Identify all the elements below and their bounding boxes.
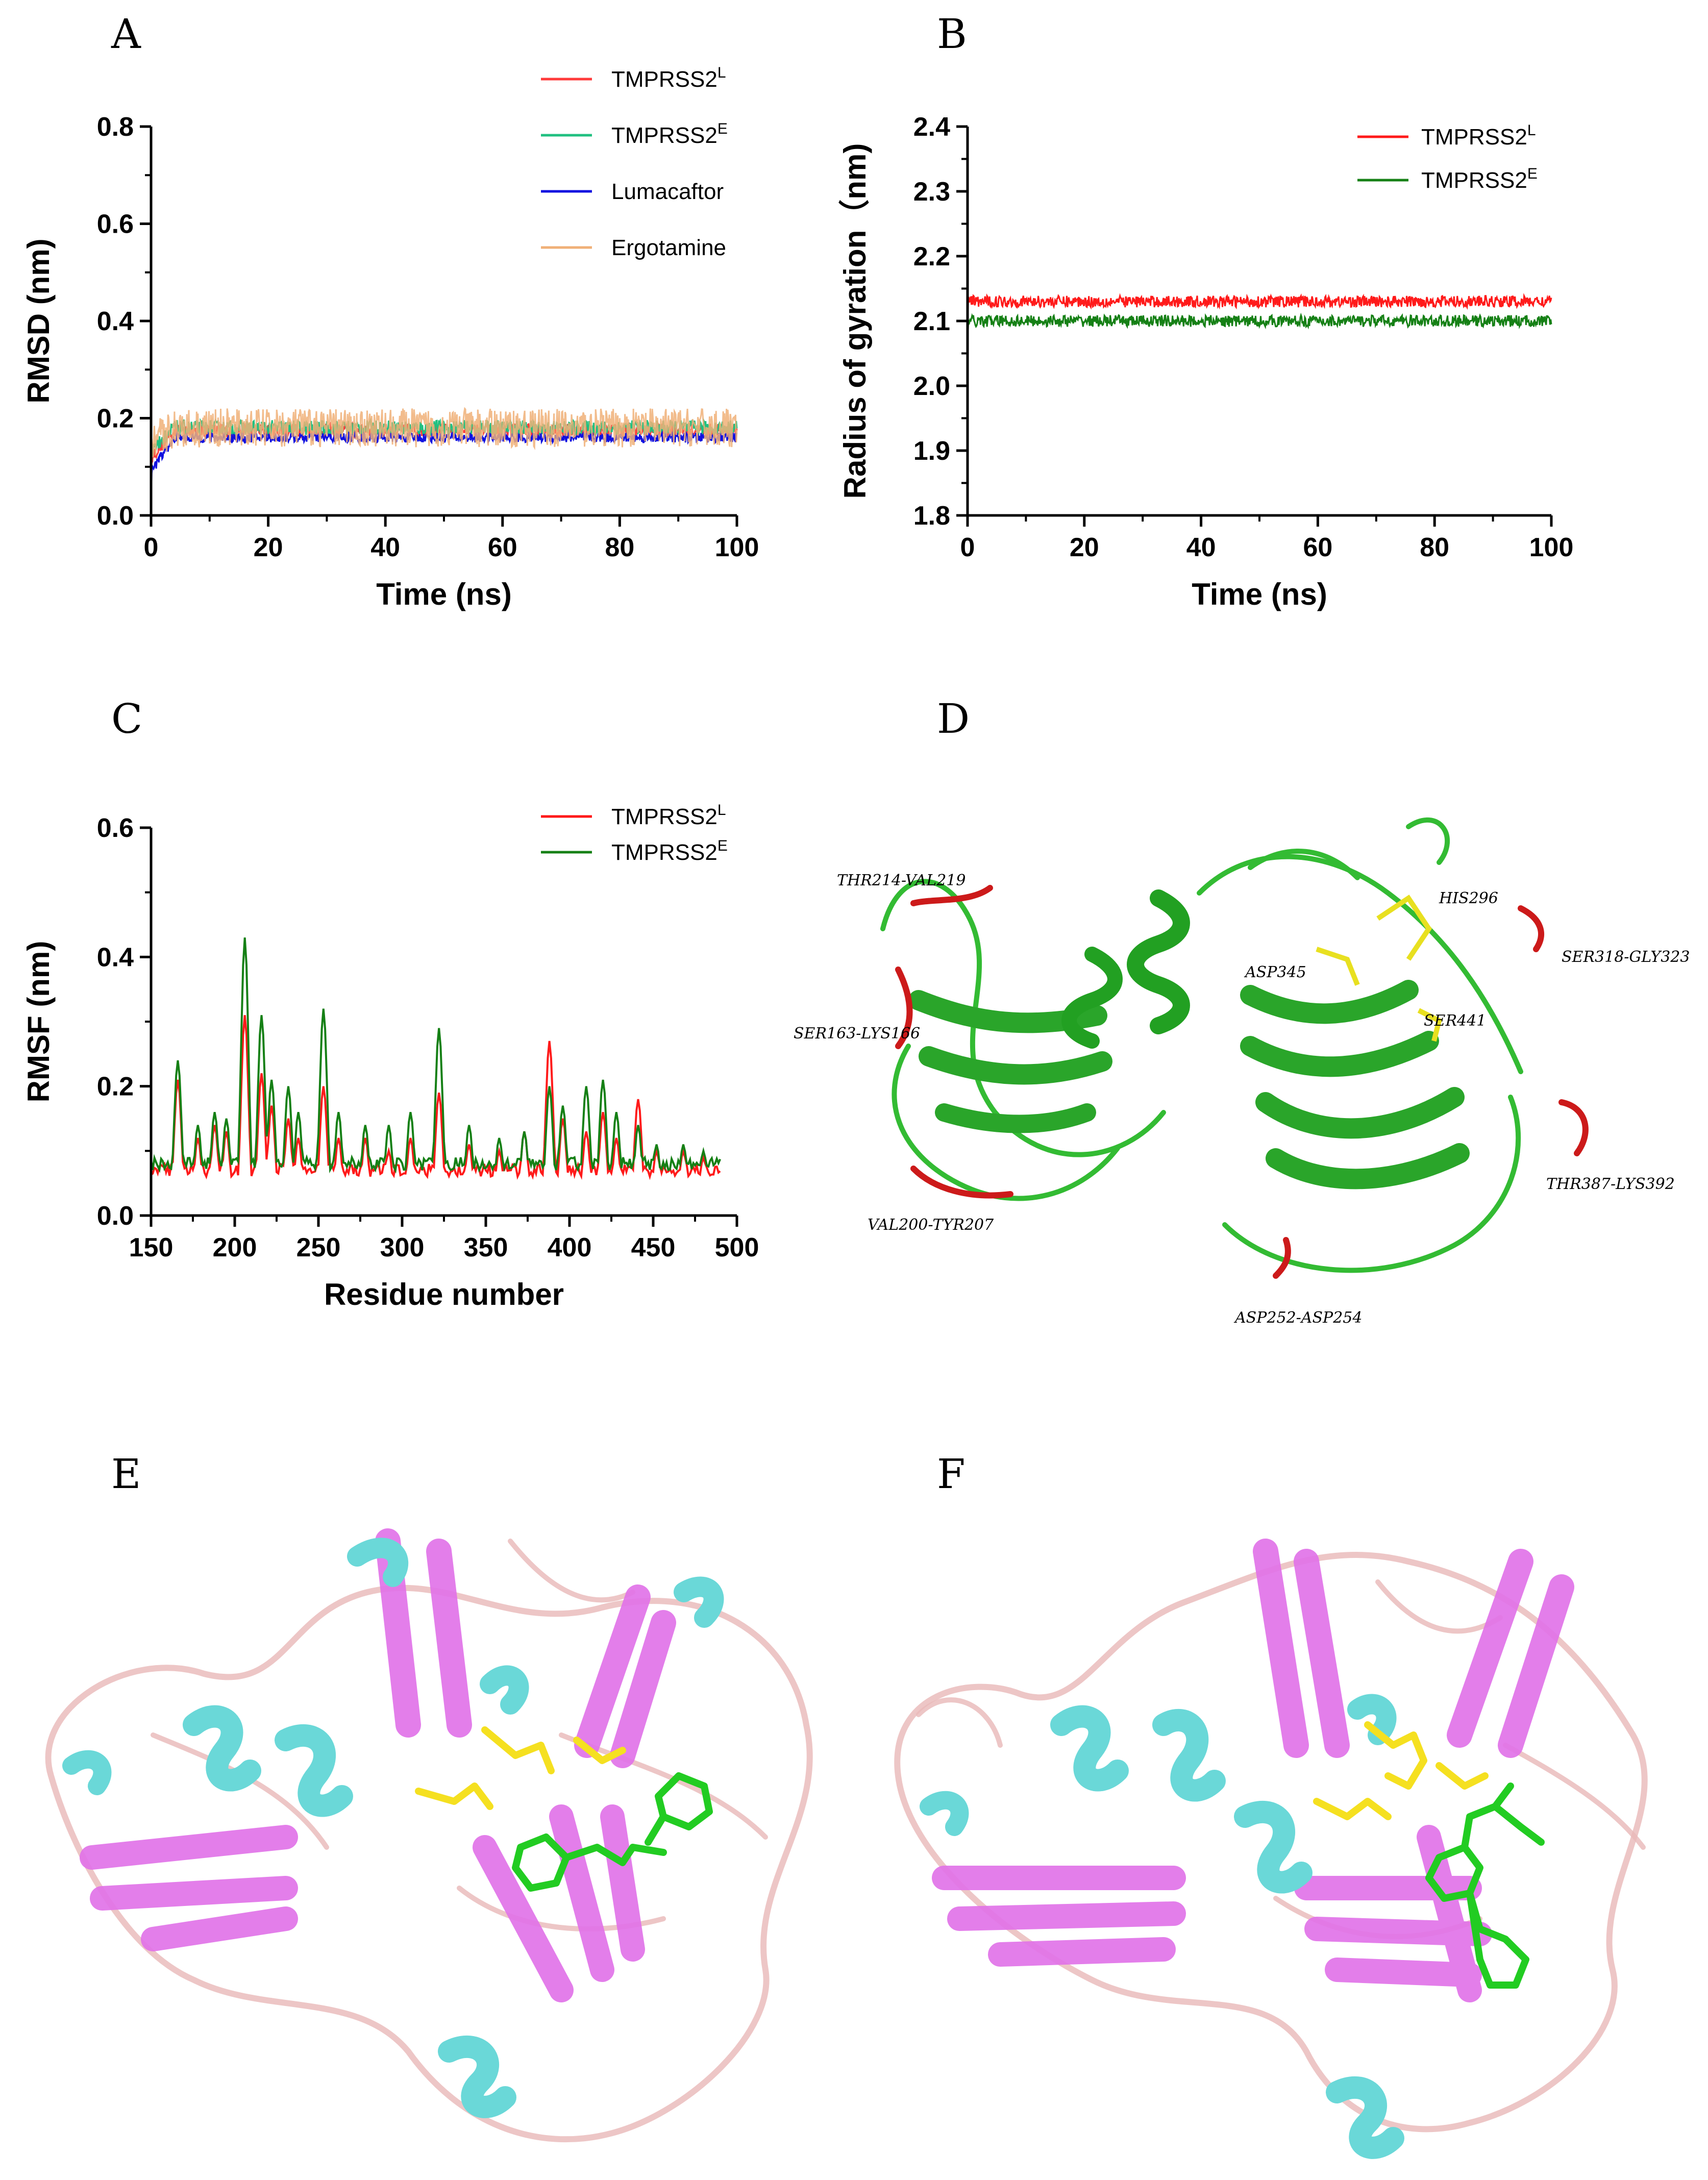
y-tick-label-a-0: 0.0	[97, 501, 134, 531]
y-tick-label-a-1: 0.2	[97, 404, 134, 434]
y-tick-label-b-5: 2.3	[913, 177, 950, 207]
x-tick-label-a-5: 100	[715, 533, 759, 562]
panel-label-d: D	[937, 695, 970, 742]
panel-label-c: C	[111, 695, 143, 742]
series-line-c-0	[150, 1015, 721, 1180]
y-tick-label-c-3: 0.6	[97, 813, 134, 843]
x-tick-label-c-4: 350	[464, 1233, 508, 1262]
x-tick-label-b-2: 40	[1186, 533, 1216, 562]
x-tick-label-a-2: 40	[370, 533, 400, 562]
chart-c-rmsf: TMPRSS2L TMPRSS2E 150 200 250 300 350 400 450 500…	[21, 802, 759, 1311]
annotation-ser441: SER441	[1424, 1012, 1486, 1030]
legend-label-c-0: TMPRSS2L	[611, 802, 726, 829]
x-tick-label-c-2: 250	[296, 1233, 341, 1262]
y-axis-label-a: RMSD (nm)	[21, 238, 56, 403]
chart-a-rmsd: TMPRSS2L TMPRSS2E Lumacaftor Ergotamine 0 20 4…	[21, 64, 759, 611]
annotation-ser163-lys166: SER163-LYS166	[794, 1025, 920, 1043]
legend-label-a-0: TMPRSS2L	[611, 64, 726, 92]
legend-label-a-1: TMPRSS2E	[611, 120, 728, 148]
chart-b-radius-of-gyration: TMPRSS2L TMPRSS2E 0 20 40 60 80 100 1.8 1.9 2.0 2.1…	[838, 112, 1573, 611]
x-axis-label-b: Time (ns)	[1192, 577, 1327, 611]
x-tick-label-c-0: 150	[129, 1233, 174, 1262]
x-tick-label-a-0: 0	[144, 533, 159, 562]
annotation-thr387-lys392: THR387-LYS392	[1546, 1175, 1675, 1193]
legend-label-b-0: TMPRSS2L	[1421, 122, 1536, 150]
series-line-c-1	[150, 937, 722, 1174]
x-tick-label-c-3: 300	[380, 1233, 425, 1262]
y-tick-label-b-4: 2.2	[913, 242, 950, 271]
annotation-asp252-asp254: ASP252-ASP254	[1233, 1309, 1362, 1327]
y-tick-label-a-4: 0.8	[97, 112, 134, 142]
y-tick-label-c-1: 0.2	[97, 1072, 134, 1102]
series-line-b-0	[967, 293, 1552, 347]
legend-label-b-1: TMPRSS2E	[1421, 165, 1538, 193]
y-tick-label-b-3: 2.1	[913, 307, 950, 336]
y-tick-label-a-2: 0.4	[97, 307, 134, 336]
x-tick-label-b-3: 60	[1303, 533, 1332, 562]
y-tick-label-b-0: 1.8	[913, 501, 950, 531]
panel-label-e: E	[111, 1450, 141, 1498]
x-tick-label-a-1: 20	[254, 533, 283, 562]
x-axis-label-c: Residue number	[324, 1277, 564, 1311]
structure-e-complex	[45, 1528, 813, 2143]
y-axis-label-c: RMSF (nm)	[21, 941, 56, 1103]
y-tick-label-b-2: 2.0	[913, 371, 950, 401]
annotation-ser318-gly323: SER318-GLY323	[1562, 948, 1690, 966]
y-tick-label-c-2: 0.4	[97, 943, 134, 972]
y-tick-label-b-1: 1.9	[913, 436, 950, 466]
x-tick-label-c-7: 500	[715, 1233, 759, 1262]
x-tick-label-c-6: 450	[631, 1233, 676, 1262]
legend-label-a-2: Lumacaftor	[611, 179, 724, 204]
y-tick-label-c-0: 0.0	[97, 1201, 134, 1231]
legend-label-c-1: TMPRSS2E	[611, 837, 728, 865]
x-tick-label-b-5: 100	[1529, 533, 1574, 562]
x-tick-label-a-3: 60	[488, 533, 517, 562]
annotation-his296: HIS296	[1439, 889, 1498, 907]
panel-label-b: B	[937, 10, 967, 58]
x-tick-label-b-0: 0	[960, 533, 975, 562]
structure-d-green-cartoon: THR214-VAL219 HIS296 ASP345 SER318-GLY32…	[794, 818, 1690, 1327]
annotation-asp345: ASP345	[1244, 963, 1306, 981]
legend-label-a-3: Ergotamine	[611, 235, 726, 260]
y-tick-label-b-6: 2.4	[913, 112, 950, 142]
y-axis-label-b: Radius of gyration（nm)	[838, 143, 872, 499]
series-line-a-2	[150, 430, 738, 511]
structure-f-complex	[894, 1539, 1648, 2159]
annotation-val200-tyr207: VAL200-TYR207	[868, 1216, 994, 1234]
x-tick-label-c-1: 200	[213, 1233, 257, 1262]
x-tick-label-b-4: 80	[1420, 533, 1449, 562]
x-tick-label-a-4: 80	[605, 533, 634, 562]
annotation-thr214-val219: THR214-VAL219	[837, 872, 966, 889]
x-tick-label-c-5: 400	[548, 1233, 592, 1262]
series-line-b-1	[967, 312, 1552, 347]
series-line-a-3	[150, 407, 738, 511]
y-tick-label-a-3: 0.6	[97, 210, 134, 239]
panel-label-a: A	[111, 10, 141, 58]
panel-label-f: F	[937, 1450, 966, 1498]
x-tick-label-b-1: 20	[1070, 533, 1099, 562]
x-axis-label-a: Time (ns)	[376, 577, 512, 611]
